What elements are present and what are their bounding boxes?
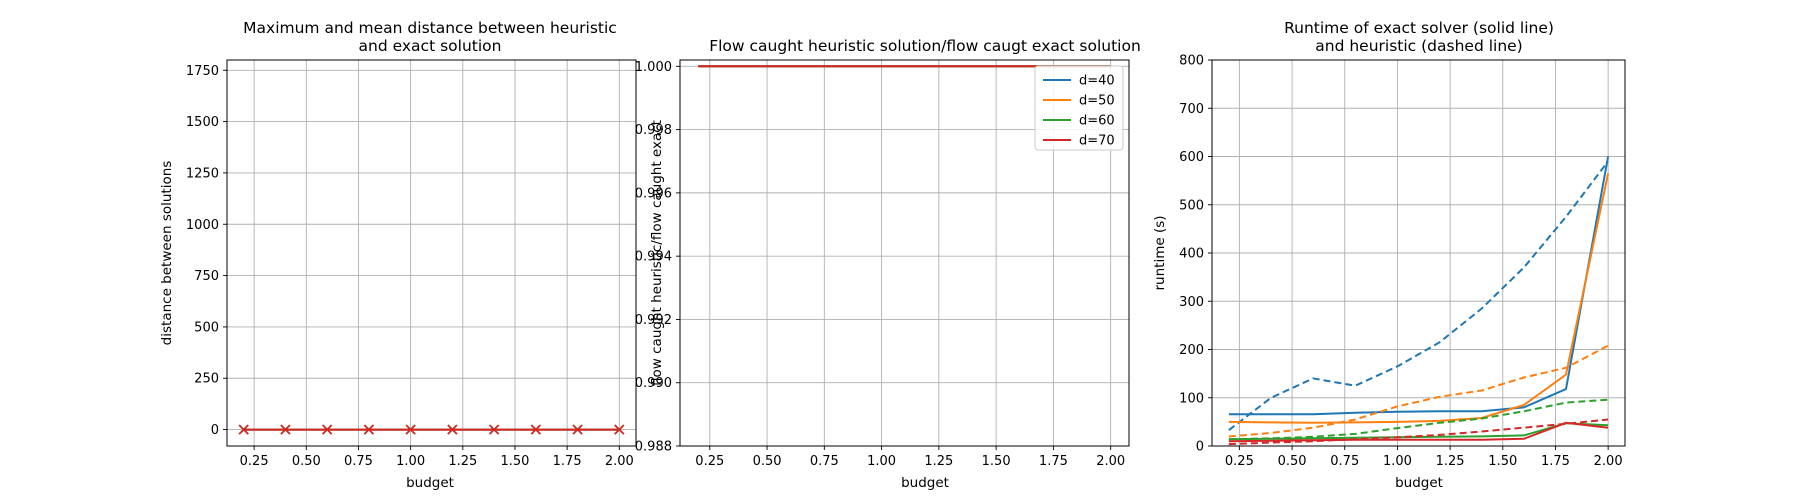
y-tick-label: 1750 bbox=[186, 64, 219, 79]
legend-label-d50: d=50 bbox=[1079, 94, 1115, 109]
x-tick-label: 1.50 bbox=[500, 454, 529, 469]
x-tick-label: 0.50 bbox=[292, 454, 321, 469]
series-line-d50 bbox=[1228, 173, 1610, 424]
x-tick-label: 1.00 bbox=[396, 454, 425, 469]
y-tick-label: 0.996 bbox=[635, 186, 672, 201]
x-tick-label: 1.50 bbox=[982, 454, 1011, 469]
y-tick-label: 500 bbox=[1179, 198, 1204, 213]
y-tick-label: 0 bbox=[211, 423, 219, 438]
x-tick-label: 1.75 bbox=[1039, 454, 1068, 469]
y-tick-label: 100 bbox=[1179, 391, 1204, 406]
panel-2-xlabel: budget bbox=[901, 475, 949, 491]
x-tick-label: 0.50 bbox=[753, 454, 782, 469]
legend-label-d70: d=70 bbox=[1079, 134, 1115, 149]
x-tick-label: 0.75 bbox=[1330, 454, 1359, 469]
x-tick-label: 1.25 bbox=[1436, 454, 1465, 469]
panel-1-title-line-2: and exact solution bbox=[359, 37, 502, 55]
panel-3-ylabel: runtime (s) bbox=[1152, 215, 1168, 290]
panel-1-ylabel: distance between solutions bbox=[159, 161, 175, 346]
y-tick-label: 0.992 bbox=[635, 313, 672, 328]
x-tick-label: 0.75 bbox=[810, 454, 839, 469]
y-tick-label: 800 bbox=[1179, 54, 1204, 69]
y-tick-label: 1500 bbox=[186, 115, 219, 130]
x-tick-label: 1.50 bbox=[1488, 454, 1517, 469]
y-tick-label: 0.988 bbox=[635, 440, 672, 455]
series-marker-x bbox=[405, 424, 416, 435]
panel-runtime: Runtime of exact solver (solid line) and… bbox=[1152, 19, 1626, 491]
x-tick-label: 1.75 bbox=[553, 454, 582, 469]
panel-1-xlabel: budget bbox=[406, 475, 454, 491]
y-tick-label: 500 bbox=[194, 320, 219, 335]
y-tick-label: 600 bbox=[1179, 150, 1204, 165]
x-tick-label: 0.75 bbox=[344, 454, 373, 469]
panel-2-ylabel: flow caught heuristic/flow caught exact bbox=[649, 120, 665, 386]
x-tick-label: 2.00 bbox=[1096, 454, 1125, 469]
axes-frame bbox=[679, 59, 1130, 447]
x-tick-label: 1.25 bbox=[924, 454, 953, 469]
y-tick-label: 1000 bbox=[186, 218, 219, 233]
panel-3-plot: 0.25 0.50 0.75 1.00 1.25 1.50 1.75 2.00 0 100 200 3… bbox=[1179, 54, 1626, 469]
series-line-d60-dashed bbox=[1228, 398, 1609, 441]
panel-1-title-line-1: Maximum and mean distance between heuris… bbox=[243, 19, 617, 37]
x-tick-label: 0.50 bbox=[1278, 454, 1307, 469]
panel-3-title-line-1: Runtime of exact solver (solid line) bbox=[1284, 19, 1554, 37]
axes-frame bbox=[226, 59, 637, 447]
y-tick-label: 700 bbox=[1179, 102, 1204, 117]
x-tick-label: 2.00 bbox=[1594, 454, 1623, 469]
series-marker-x bbox=[280, 424, 291, 435]
y-tick-label: 0 bbox=[1196, 440, 1204, 455]
y-tick-label: 1.000 bbox=[635, 60, 672, 75]
y-tick-label: 300 bbox=[1179, 295, 1204, 310]
y-tick-label: 250 bbox=[194, 372, 219, 387]
series-line-d50-dashed bbox=[1228, 344, 1609, 438]
series-line-d70-dashed bbox=[1228, 418, 1609, 446]
axes-frame bbox=[1211, 59, 1626, 447]
series-marker-x bbox=[238, 424, 249, 435]
legend-label-d40: d=40 bbox=[1079, 74, 1115, 89]
panel-3-title-line-2: and heuristic (dashed line) bbox=[1315, 37, 1522, 55]
panel-2-title: Flow caught heuristic solution/flow caug… bbox=[709, 37, 1141, 55]
series-marker-x bbox=[447, 424, 458, 435]
panel-3-xlabel: budget bbox=[1395, 475, 1443, 491]
x-tick-label: 1.25 bbox=[448, 454, 477, 469]
y-tick-label: 0.990 bbox=[635, 376, 672, 391]
series-line-d40-dashed bbox=[1228, 160, 1609, 431]
legend-box bbox=[1034, 65, 1124, 151]
y-tick-label: 1250 bbox=[186, 166, 219, 181]
y-tick-label: 0.994 bbox=[635, 250, 672, 265]
series-marker-x bbox=[530, 424, 541, 435]
panel-2-plot: 0.25 0.50 0.75 1.00 1.25 1.50 1.75 2.00 0.988 0.9… bbox=[635, 59, 1130, 469]
x-tick-label: 0.25 bbox=[1225, 454, 1254, 469]
series-marker-x bbox=[322, 424, 333, 435]
y-tick-label: 200 bbox=[1179, 343, 1204, 358]
x-tick-label: 1.75 bbox=[1541, 454, 1570, 469]
legend-label-d60: d=60 bbox=[1079, 114, 1115, 129]
panel-flow-ratio: Flow caught heuristic solution/flow caug… bbox=[635, 37, 1141, 491]
x-tick-label: 1.00 bbox=[1383, 454, 1412, 469]
x-tick-label: 2.00 bbox=[605, 454, 634, 469]
series-line-d40 bbox=[1228, 156, 1610, 416]
series-line-d70 bbox=[1228, 421, 1609, 443]
y-tick-label: 400 bbox=[1179, 247, 1204, 262]
x-tick-label: 0.25 bbox=[240, 454, 269, 469]
y-tick-label: 0.998 bbox=[635, 123, 672, 138]
y-tick-label: 750 bbox=[194, 269, 219, 284]
series-marker-x bbox=[363, 424, 374, 435]
panel-1-plot: 0.25 0.50 0.75 1.00 1.25 1.50 1.75 2.00 0 250 500 7… bbox=[186, 59, 637, 469]
series-marker-x bbox=[489, 424, 500, 435]
panel-distance: Maximum and mean distance between heuris… bbox=[159, 19, 637, 491]
x-tick-label: 0.25 bbox=[695, 454, 724, 469]
series-marker-x bbox=[572, 424, 583, 435]
x-tick-label: 1.00 bbox=[867, 454, 896, 469]
series-marker-x bbox=[614, 424, 625, 435]
